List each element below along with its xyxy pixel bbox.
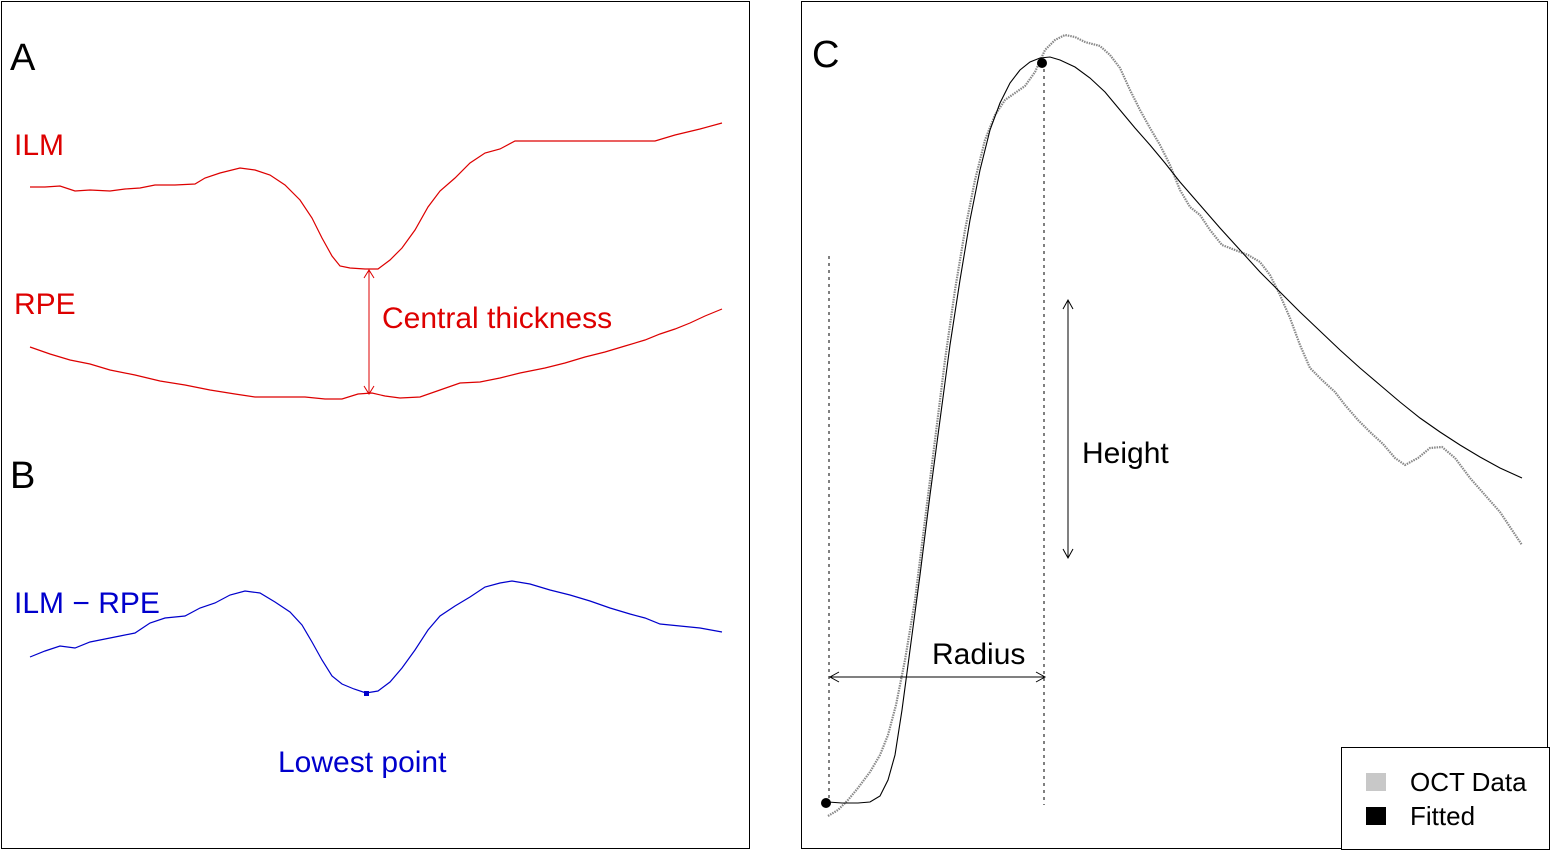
ilm-curve: [30, 122, 723, 270]
lowest-point-label: Lowest point: [278, 746, 447, 779]
panel-b-letter: B: [10, 455, 35, 497]
panel-a-letter: A: [10, 37, 36, 79]
central-thickness-label: Central thickness: [382, 302, 612, 335]
legend-fitted-label: Fitted: [1410, 801, 1475, 831]
radius-arrow-right-head: [1035, 671, 1047, 683]
thickness-arrow-top-head: [363, 269, 375, 279]
height-arrow-bottom-head: [1062, 548, 1074, 560]
height-label: Height: [1082, 437, 1169, 470]
legend-oct-swatch: [1366, 773, 1386, 791]
legend-oct-label: OCT Data: [1410, 767, 1527, 797]
oct-data-curve: [827, 33, 1523, 817]
panel-c-letter: C: [812, 34, 839, 76]
legend-fitted-swatch: [1366, 807, 1386, 825]
panel-c-frame: [801, 1, 1548, 849]
rpe-curve: [29, 308, 723, 400]
legend-box: [1341, 747, 1550, 850]
height-arrow-top-head: [1062, 298, 1074, 310]
ilm-minus-rpe-label: ILM − RPE: [14, 587, 160, 620]
peak-point-marker: [1037, 58, 1047, 68]
radius-arrow-left-head: [828, 671, 840, 683]
ilm-label: ILM: [14, 129, 64, 162]
panel-ab-frame: [1, 1, 750, 849]
ilm-minus-rpe-curve: [29, 580, 723, 694]
thickness-arrow-bottom-head: [363, 385, 375, 395]
start-point-marker: [821, 798, 831, 808]
lowest-point-marker: [364, 691, 369, 696]
fitted-curve: [827, 56, 1523, 804]
radius-label: Radius: [932, 638, 1025, 671]
rpe-label: RPE: [14, 288, 76, 321]
